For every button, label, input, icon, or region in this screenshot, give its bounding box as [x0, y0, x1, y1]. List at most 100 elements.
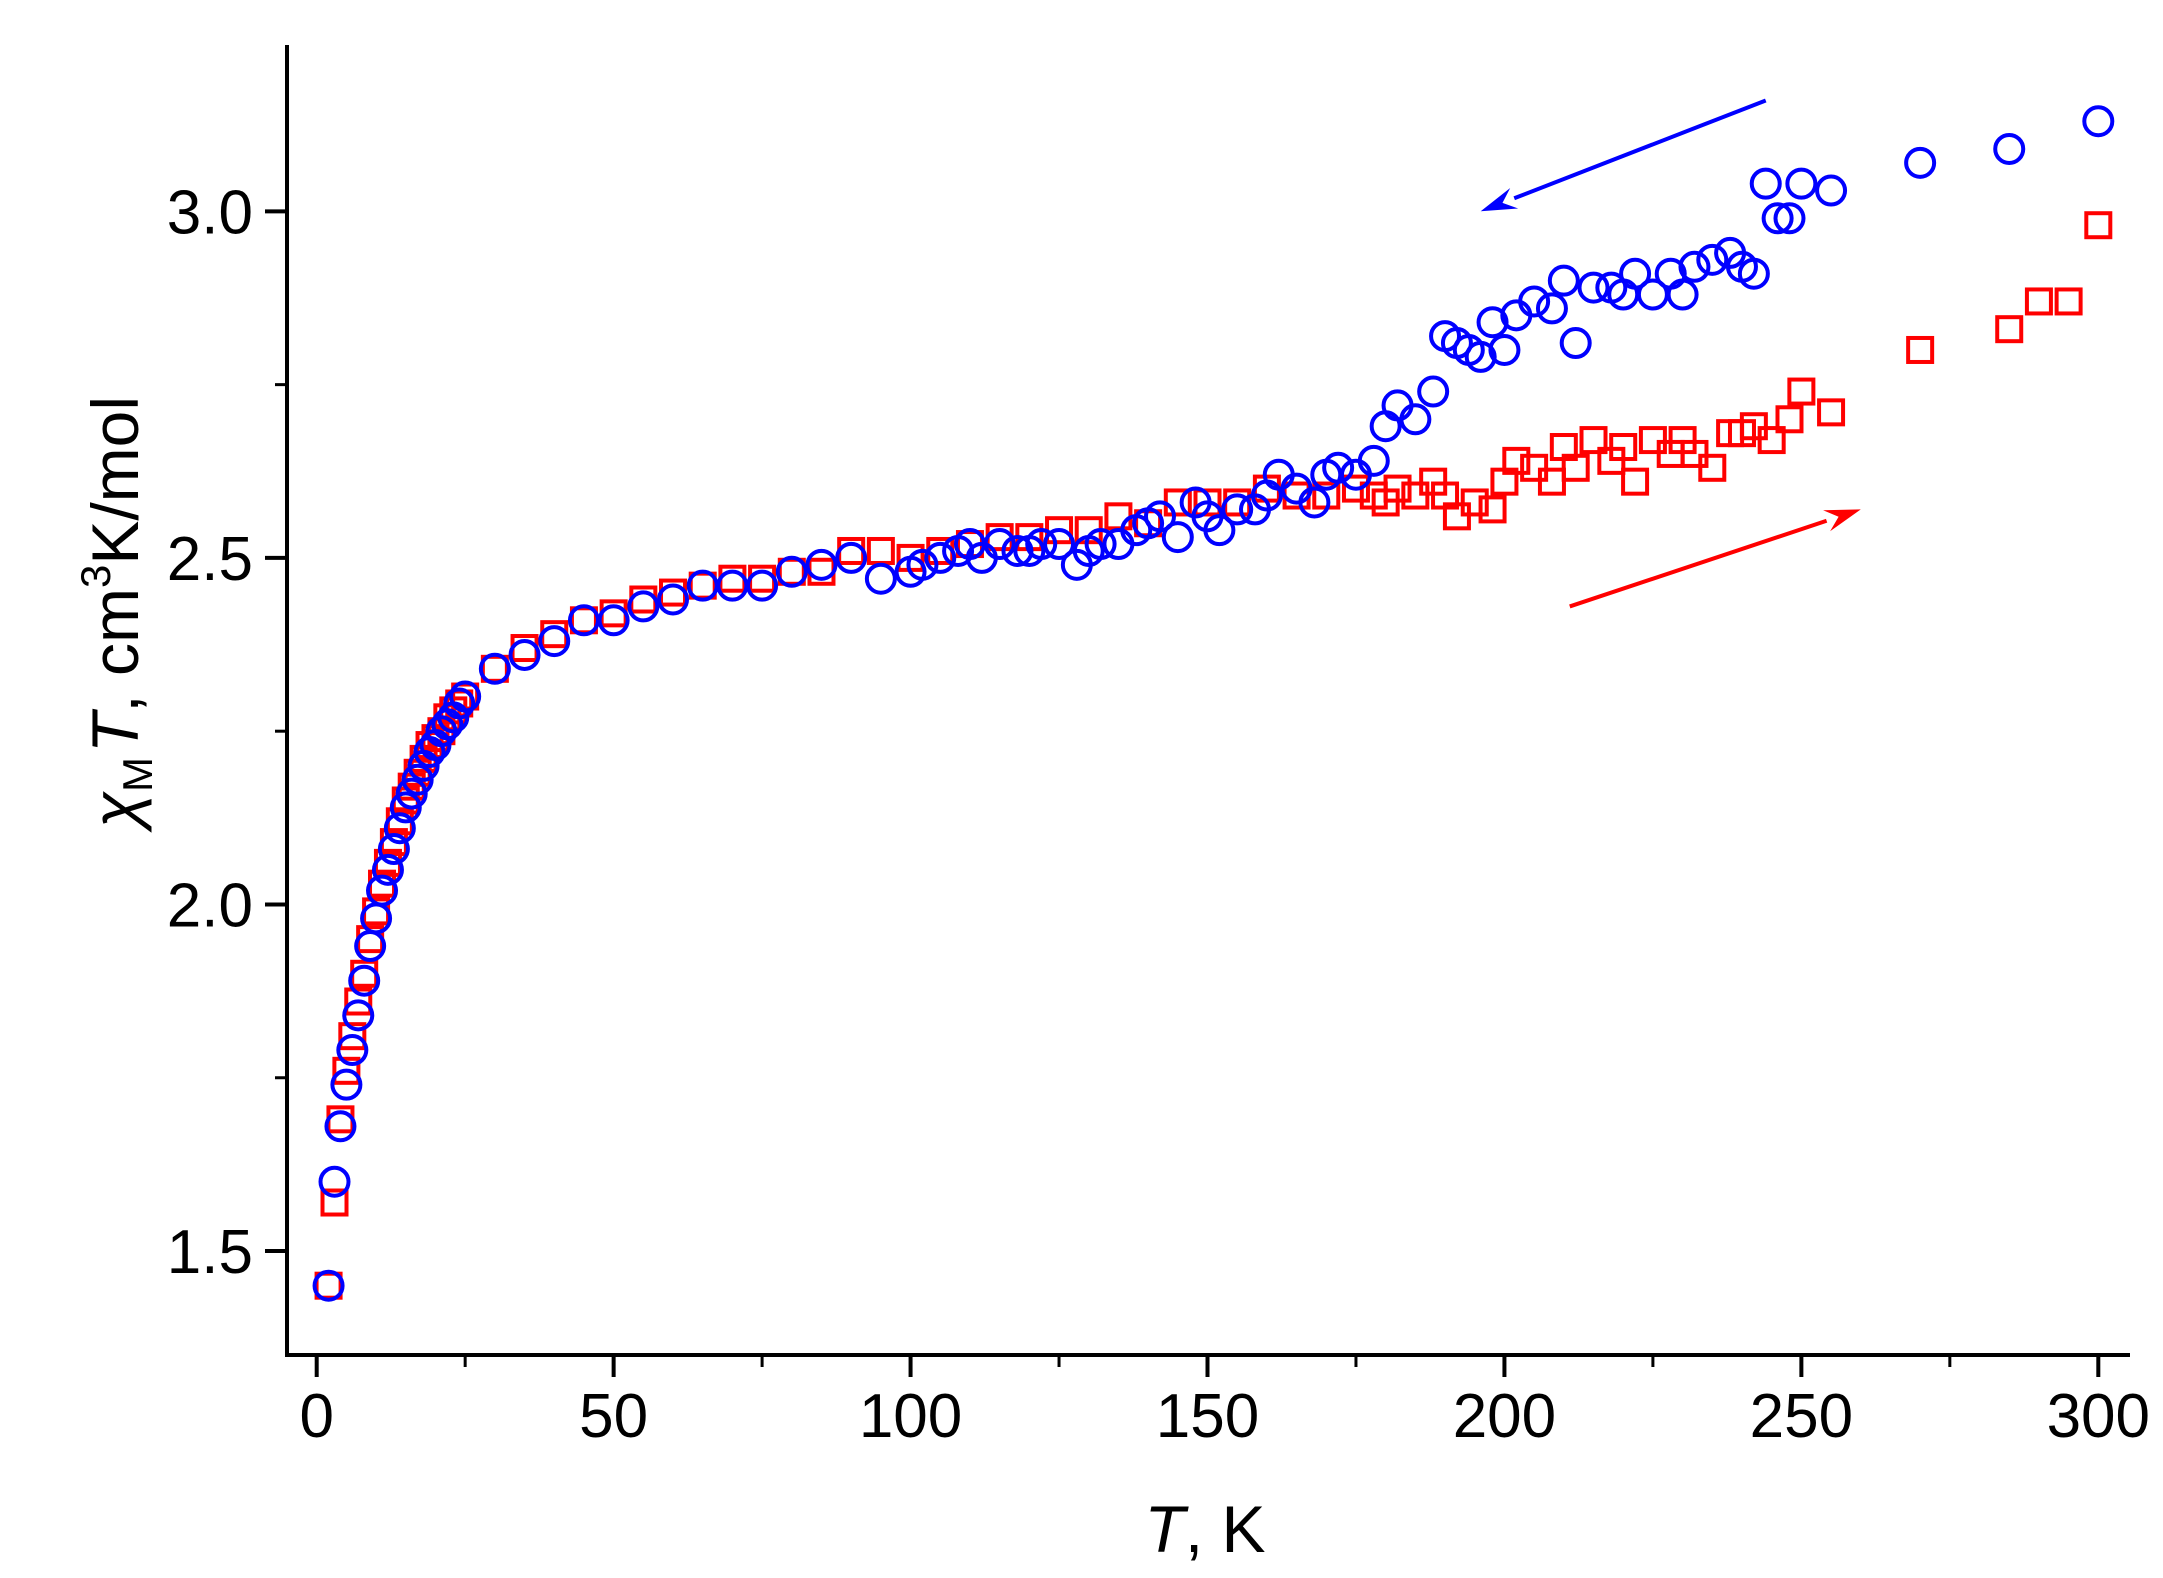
circle-marker — [1518, 285, 1551, 318]
square-marker — [1775, 405, 1804, 434]
circle-marker — [835, 541, 868, 574]
y-tick-label: 3.0 — [167, 178, 253, 247]
circle-marker — [1547, 264, 1580, 297]
y-axis-title-variable: T — [78, 708, 152, 753]
circle-marker — [395, 777, 428, 810]
circle-marker — [567, 604, 600, 637]
y-axis-title-unit-suffix: K/mol — [78, 396, 152, 565]
square-marker — [1104, 502, 1133, 531]
heating-direction-arrow — [1569, 509, 1861, 609]
circle-marker — [1559, 327, 1592, 360]
circle-marker — [805, 548, 838, 581]
circle-marker — [1102, 528, 1135, 561]
x-axis-title: T, K — [1144, 1492, 1265, 1566]
square-marker — [1609, 433, 1638, 462]
square-marker — [1502, 446, 1531, 475]
arrow-shaft — [1513, 98, 1767, 201]
square-marker — [1460, 488, 1489, 517]
circle-marker — [366, 874, 399, 907]
square-marker — [1383, 474, 1412, 503]
circle-marker — [449, 680, 482, 713]
circle-marker — [1476, 306, 1509, 339]
circle-marker — [1043, 528, 1076, 561]
circle-marker — [1815, 174, 1848, 207]
circle-marker — [1203, 514, 1236, 547]
square-marker — [688, 571, 717, 600]
circle-marker — [1619, 257, 1652, 290]
circle-marker — [657, 583, 690, 616]
circle-marker — [348, 964, 381, 997]
circle-marker — [1773, 202, 1806, 235]
square-marker — [338, 1022, 367, 1051]
circle-marker — [324, 1110, 357, 1143]
circle-marker — [1666, 278, 1699, 311]
circle-marker — [342, 999, 375, 1032]
square-marker — [2054, 287, 2083, 316]
circle-marker — [1143, 500, 1176, 533]
x-tick-label: 250 — [1750, 1382, 1853, 1451]
square-marker — [480, 654, 509, 683]
circle-marker — [1280, 472, 1313, 505]
square-marker — [1341, 474, 1370, 503]
circle-marker — [1084, 528, 1117, 561]
circle-marker — [1696, 243, 1729, 276]
circle-marker — [1535, 292, 1568, 325]
circle-marker — [1399, 403, 1432, 436]
square-marker — [1757, 426, 1786, 455]
circle-marker — [508, 638, 541, 671]
x-axis-title-unit: , K — [1185, 1492, 1266, 1566]
data-series — [312, 105, 2115, 1302]
series-cooling — [312, 105, 2115, 1302]
x-axis-ticks: 0 50 100 150 200 250 300 — [299, 1355, 2150, 1451]
circle-marker — [1221, 493, 1254, 526]
square-marker — [1621, 467, 1650, 496]
square-marker — [1906, 335, 1935, 364]
circle-marker — [336, 1034, 369, 1067]
square-marker — [1817, 398, 1846, 427]
x-tick-label: 150 — [1156, 1382, 1259, 1451]
y-axis-title-unit-prefix: , cm — [78, 588, 152, 713]
y-axis-title: χMT, cm3K/mol — [72, 396, 161, 833]
circle-marker — [597, 604, 630, 637]
circle-marker — [1381, 389, 1414, 422]
circle-marker — [864, 562, 897, 595]
arrow-shaft — [1569, 518, 1828, 609]
x-tick-label: 300 — [2047, 1382, 2150, 1451]
circle-marker — [1577, 271, 1610, 304]
y-axis-title-superscript: 3 — [72, 565, 119, 588]
square-marker — [1698, 453, 1727, 482]
circle-marker — [1417, 375, 1450, 408]
circle-marker — [371, 853, 404, 886]
circle-marker — [1488, 333, 1521, 366]
circle-marker — [1737, 257, 1770, 290]
circle-marker — [538, 625, 571, 658]
circle-marker — [1025, 528, 1058, 561]
square-marker — [1193, 488, 1222, 517]
square-marker — [1995, 315, 2024, 344]
square-marker — [314, 1271, 343, 1300]
y-tick-label: 2.5 — [167, 525, 253, 594]
square-marker — [344, 987, 373, 1016]
circle-marker — [2082, 105, 2115, 138]
circle-marker — [330, 1068, 363, 1101]
square-marker — [320, 1188, 349, 1217]
circle-marker — [443, 687, 476, 720]
circle-marker — [1785, 167, 1818, 200]
circle-marker — [377, 833, 410, 866]
cooling-direction-arrow — [1480, 98, 1767, 212]
square-marker — [866, 536, 895, 565]
circle-marker — [1322, 451, 1355, 484]
arrow-head — [1480, 188, 1519, 212]
x-axis-title-variable: T — [1144, 1492, 1189, 1566]
square-marker — [777, 557, 806, 586]
x-tick-label: 0 — [299, 1382, 333, 1451]
square-marker — [1478, 495, 1507, 524]
x-tick-label: 200 — [1453, 1382, 1556, 1451]
circle-marker — [1369, 410, 1402, 443]
y-axis-ticks: 1.5 2.0 2.5 3.0 — [167, 178, 287, 1287]
square-marker — [1561, 453, 1590, 482]
circle-marker — [312, 1269, 345, 1302]
x-tick-label: 100 — [859, 1382, 962, 1451]
circle-marker — [1993, 132, 2026, 165]
